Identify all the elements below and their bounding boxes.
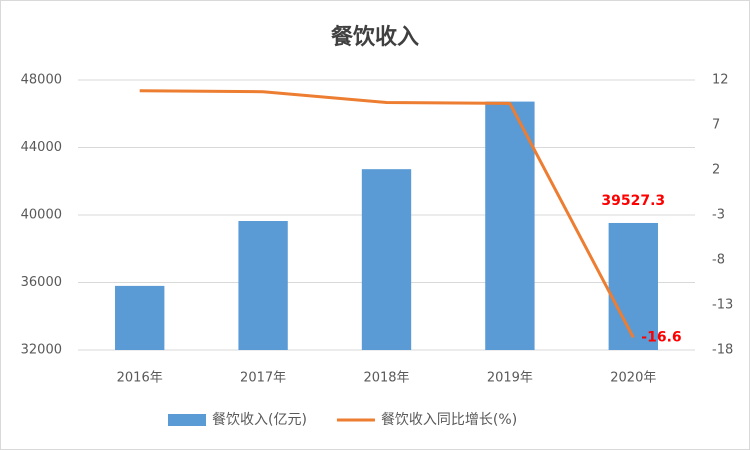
y2-tick-label: -3: [712, 208, 725, 223]
y2-tick-label: 12: [712, 73, 729, 88]
y2-tick-label: 7: [712, 118, 720, 133]
y-tick-label: 36000: [21, 275, 62, 290]
y2-tick-label: -8: [712, 253, 725, 268]
x-tick-label: 2018年: [363, 371, 409, 386]
bar: [608, 222, 658, 350]
x-tick-label: 2019年: [487, 371, 533, 386]
legend-label: 餐饮收入(亿元): [212, 412, 307, 428]
bar: [485, 101, 535, 350]
bar: [361, 169, 412, 350]
x-tick-label: 2016年: [117, 371, 163, 386]
bar: [115, 285, 165, 350]
y2-tick-label: 2: [712, 163, 720, 178]
legend-swatch: [168, 414, 206, 426]
y-tick-label: 40000: [21, 208, 62, 223]
chart-title: 餐饮收入: [331, 24, 419, 50]
data-label: -16.6: [641, 329, 681, 345]
line: [139, 89, 635, 339]
x-tick-label: 2017年: [240, 371, 286, 386]
y2-tick-label: -18: [712, 343, 733, 358]
x-tick-label: 2020年: [610, 371, 656, 386]
y-tick-label: 32000: [21, 343, 62, 358]
data-label: 39527.3: [601, 193, 665, 209]
legend-label: 餐饮收入同比增长(%): [381, 412, 517, 428]
bar: [238, 221, 288, 350]
y-tick-label: 48000: [21, 73, 62, 88]
y2-tick-label: -13: [712, 298, 733, 313]
y-tick-label: 44000: [21, 140, 62, 155]
